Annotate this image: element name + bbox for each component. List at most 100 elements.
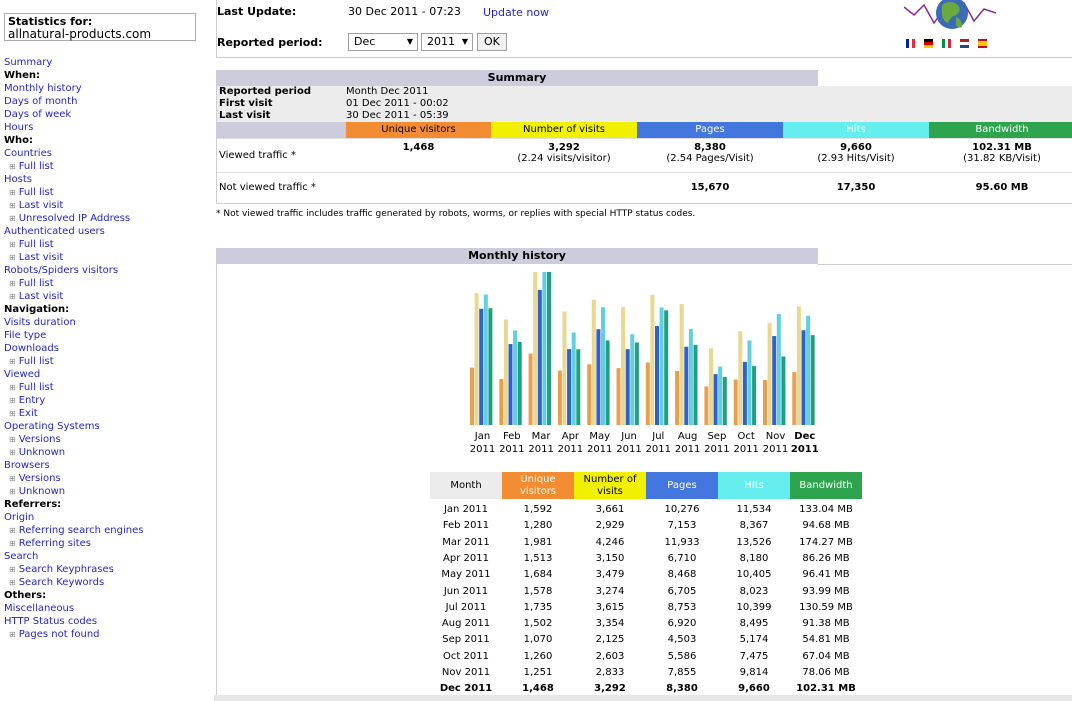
not-viewed-bandwidth: 95.60 MB	[975, 182, 1029, 193]
sidebar-item-http-status-codes[interactable]: HTTP Status codes	[4, 616, 98, 627]
bar-number-of-visits-jan	[474, 293, 479, 425]
bar-number-of-visits-mar	[533, 272, 538, 425]
horizontal-scrollbar[interactable]	[214, 695, 1072, 701]
sidebar-item-authenticated-users[interactable]: Authenticated users	[4, 226, 105, 237]
table-row: Oct 2011 1,260 2,603 5,586 7,475 67.04 MB	[430, 649, 862, 665]
chart-label-feb: Feb 2011	[499, 431, 525, 455]
bar-unique-visitors-jun	[616, 368, 621, 425]
sidebar-item-unresolved-ip-address[interactable]: Unresolved IP Address	[4, 212, 204, 225]
sidebar-item-origin[interactable]: Origin	[4, 512, 35, 523]
sidebar-item-summary[interactable]: Summary	[4, 57, 53, 68]
table-cell: 8,495	[739, 618, 769, 630]
year-select[interactable]: 2011 ▼	[421, 33, 473, 51]
sidebar-item-unknown[interactable]: Unknown	[4, 446, 204, 459]
month-select[interactable]: Dec ▼	[348, 33, 418, 51]
table-cell: 1,260	[523, 650, 553, 662]
bar-number-of-visits-jun	[621, 307, 626, 425]
sidebar-item-search-keywords[interactable]: Search Keywords	[4, 576, 204, 589]
chevron-down-icon: ▼	[406, 37, 413, 46]
table-row: Mar 2011 1,981 4,246 11,933 13,526 174.27 MB	[430, 535, 862, 551]
table-cell: 1,280	[523, 520, 553, 532]
table-cell: 8,753	[667, 601, 697, 613]
last-update-label: Last Update:	[217, 5, 297, 18]
table-cell: 2,125	[595, 634, 625, 646]
not-viewed-traffic-row: Not viewed traffic * 15,670 17,350 95.60…	[217, 172, 1072, 203]
sidebar-item-full-list[interactable]: Full list	[4, 355, 204, 368]
year-select-value: 2011	[427, 35, 455, 48]
sidebar-item-referring-search-engines[interactable]: Referring search engines	[4, 524, 204, 537]
sidebar-item-countries[interactable]: Countries	[4, 148, 52, 159]
month-select-value: Dec	[354, 35, 376, 48]
viewed-visits: 3,292 (2.24 visits/visitor)	[517, 142, 611, 164]
sidebar-item-exit[interactable]: Exit	[4, 407, 204, 420]
table-cell: 8,367	[739, 520, 769, 532]
first-visit-value: 01 Dec 2011 - 00:02	[346, 98, 449, 109]
header-hits: Hits	[783, 122, 929, 138]
chart-month-labels: Jan 2011 Feb 2011 Mar 2011 Apr 2011 May 2011 Jun 20…	[468, 430, 828, 456]
table-cell: Dec 2011	[439, 683, 493, 695]
bar-unique-visitors-aug	[675, 370, 680, 425]
not-viewed-pages: 15,670	[690, 182, 730, 193]
sidebar-item-referring-sites[interactable]: Referring sites	[4, 537, 204, 550]
table-cell: 4,503	[667, 634, 697, 646]
chart-label-oct: Oct 2011	[733, 431, 759, 455]
table-cell: 2,603	[595, 650, 625, 662]
sidebar-item-last-visit[interactable]: Last visit	[4, 199, 204, 212]
bar-hits-aug	[688, 328, 693, 425]
sidebar-item-hours[interactable]: Hours	[4, 122, 34, 133]
site-name: allnatural-products.com	[8, 27, 152, 41]
sidebar-item-full-list[interactable]: Full list	[4, 277, 204, 290]
sidebar-item-last-visit[interactable]: Last visit	[4, 290, 204, 303]
sidebar-item-operating-systems[interactable]: Operating Systems	[4, 421, 100, 432]
sidebar-item-full-list[interactable]: Full list	[4, 238, 204, 251]
table-cell: 86.26 MB	[802, 552, 850, 564]
sidebar-item-unknown[interactable]: Unknown	[4, 485, 204, 498]
chart-label-dec: Dec 2011	[790, 431, 819, 455]
header-number-of-visits: Number of visits	[491, 122, 637, 138]
bar-number-of-visits-sep	[709, 348, 713, 425]
table-cell: 174.27 MB	[799, 536, 853, 548]
sidebar-item-versions[interactable]: Versions	[4, 472, 204, 485]
sidebar-item-days-of-month[interactable]: Days of month	[4, 96, 78, 107]
table-cell: Feb 2011	[442, 520, 490, 532]
sidebar-item-last-visit[interactable]: Last visit	[4, 251, 204, 264]
sidebar-item-file-type[interactable]: File type	[4, 330, 47, 341]
bar-hits-jan	[483, 294, 488, 425]
reported-period-label: Reported period:	[217, 36, 323, 49]
sidebar-item-browsers[interactable]: Browsers	[4, 460, 50, 471]
sidebar-item-days-of-week[interactable]: Days of week	[4, 109, 72, 120]
bar-number-of-visits-aug	[679, 304, 684, 425]
sidebar-item-full-list[interactable]: Full list	[4, 186, 204, 199]
period-label: Reported period	[219, 86, 311, 97]
sidebar-item-miscellaneous[interactable]: Miscellaneous	[4, 603, 75, 614]
table-cell: 1,513	[523, 552, 553, 564]
sidebar-item-viewed[interactable]: Viewed	[4, 369, 41, 380]
table-cell: Sep 2011	[442, 634, 490, 646]
sidebar-item-hosts[interactable]: Hosts	[4, 174, 32, 185]
table-cell: 6,710	[667, 552, 697, 564]
table-cell: 67.04 MB	[802, 650, 850, 662]
sidebar-item-visits-duration[interactable]: Visits duration	[4, 317, 76, 328]
sidebar-item-full-list[interactable]: Full list	[4, 160, 204, 173]
bar-pages-apr	[567, 349, 572, 425]
sidebar-item-full-list[interactable]: Full list	[4, 381, 204, 394]
table-cell: Mar 2011	[442, 536, 490, 548]
table-cell: 3,150	[595, 552, 625, 564]
table-cell: 11,534	[736, 504, 772, 515]
sidebar-item-robots-spiders-visitors[interactable]: Robots/Spiders visitors	[4, 265, 119, 276]
ok-button[interactable]: OK	[477, 33, 507, 51]
table-cell: Oct 2011	[443, 650, 489, 662]
sidebar-item-entry[interactable]: Entry	[4, 394, 204, 407]
table-cell: 3,292	[594, 683, 626, 695]
table-row: Nov 2011 1,251 2,833 7,855 9,814 78.06 MB	[430, 665, 862, 681]
sidebar-item-pages-not-found[interactable]: Pages not found	[4, 628, 204, 641]
table-row: Jan 2011 1,592 3,661 10,276 11,534 133.04 MB	[430, 502, 862, 518]
sidebar-item-monthly-history[interactable]: Monthly history	[4, 83, 82, 94]
sidebar-item-search[interactable]: Search	[4, 551, 39, 562]
sidebar-item-versions[interactable]: Versions	[4, 433, 204, 446]
awstats-logo-icon	[904, 0, 997, 48]
update-now-link[interactable]: Update now	[483, 6, 550, 19]
sidebar-item-search-keyphrases[interactable]: Search Keyphrases	[4, 563, 204, 576]
sidebar-item-downloads[interactable]: Downloads	[4, 343, 59, 354]
table-cell: 9,814	[739, 667, 769, 678]
